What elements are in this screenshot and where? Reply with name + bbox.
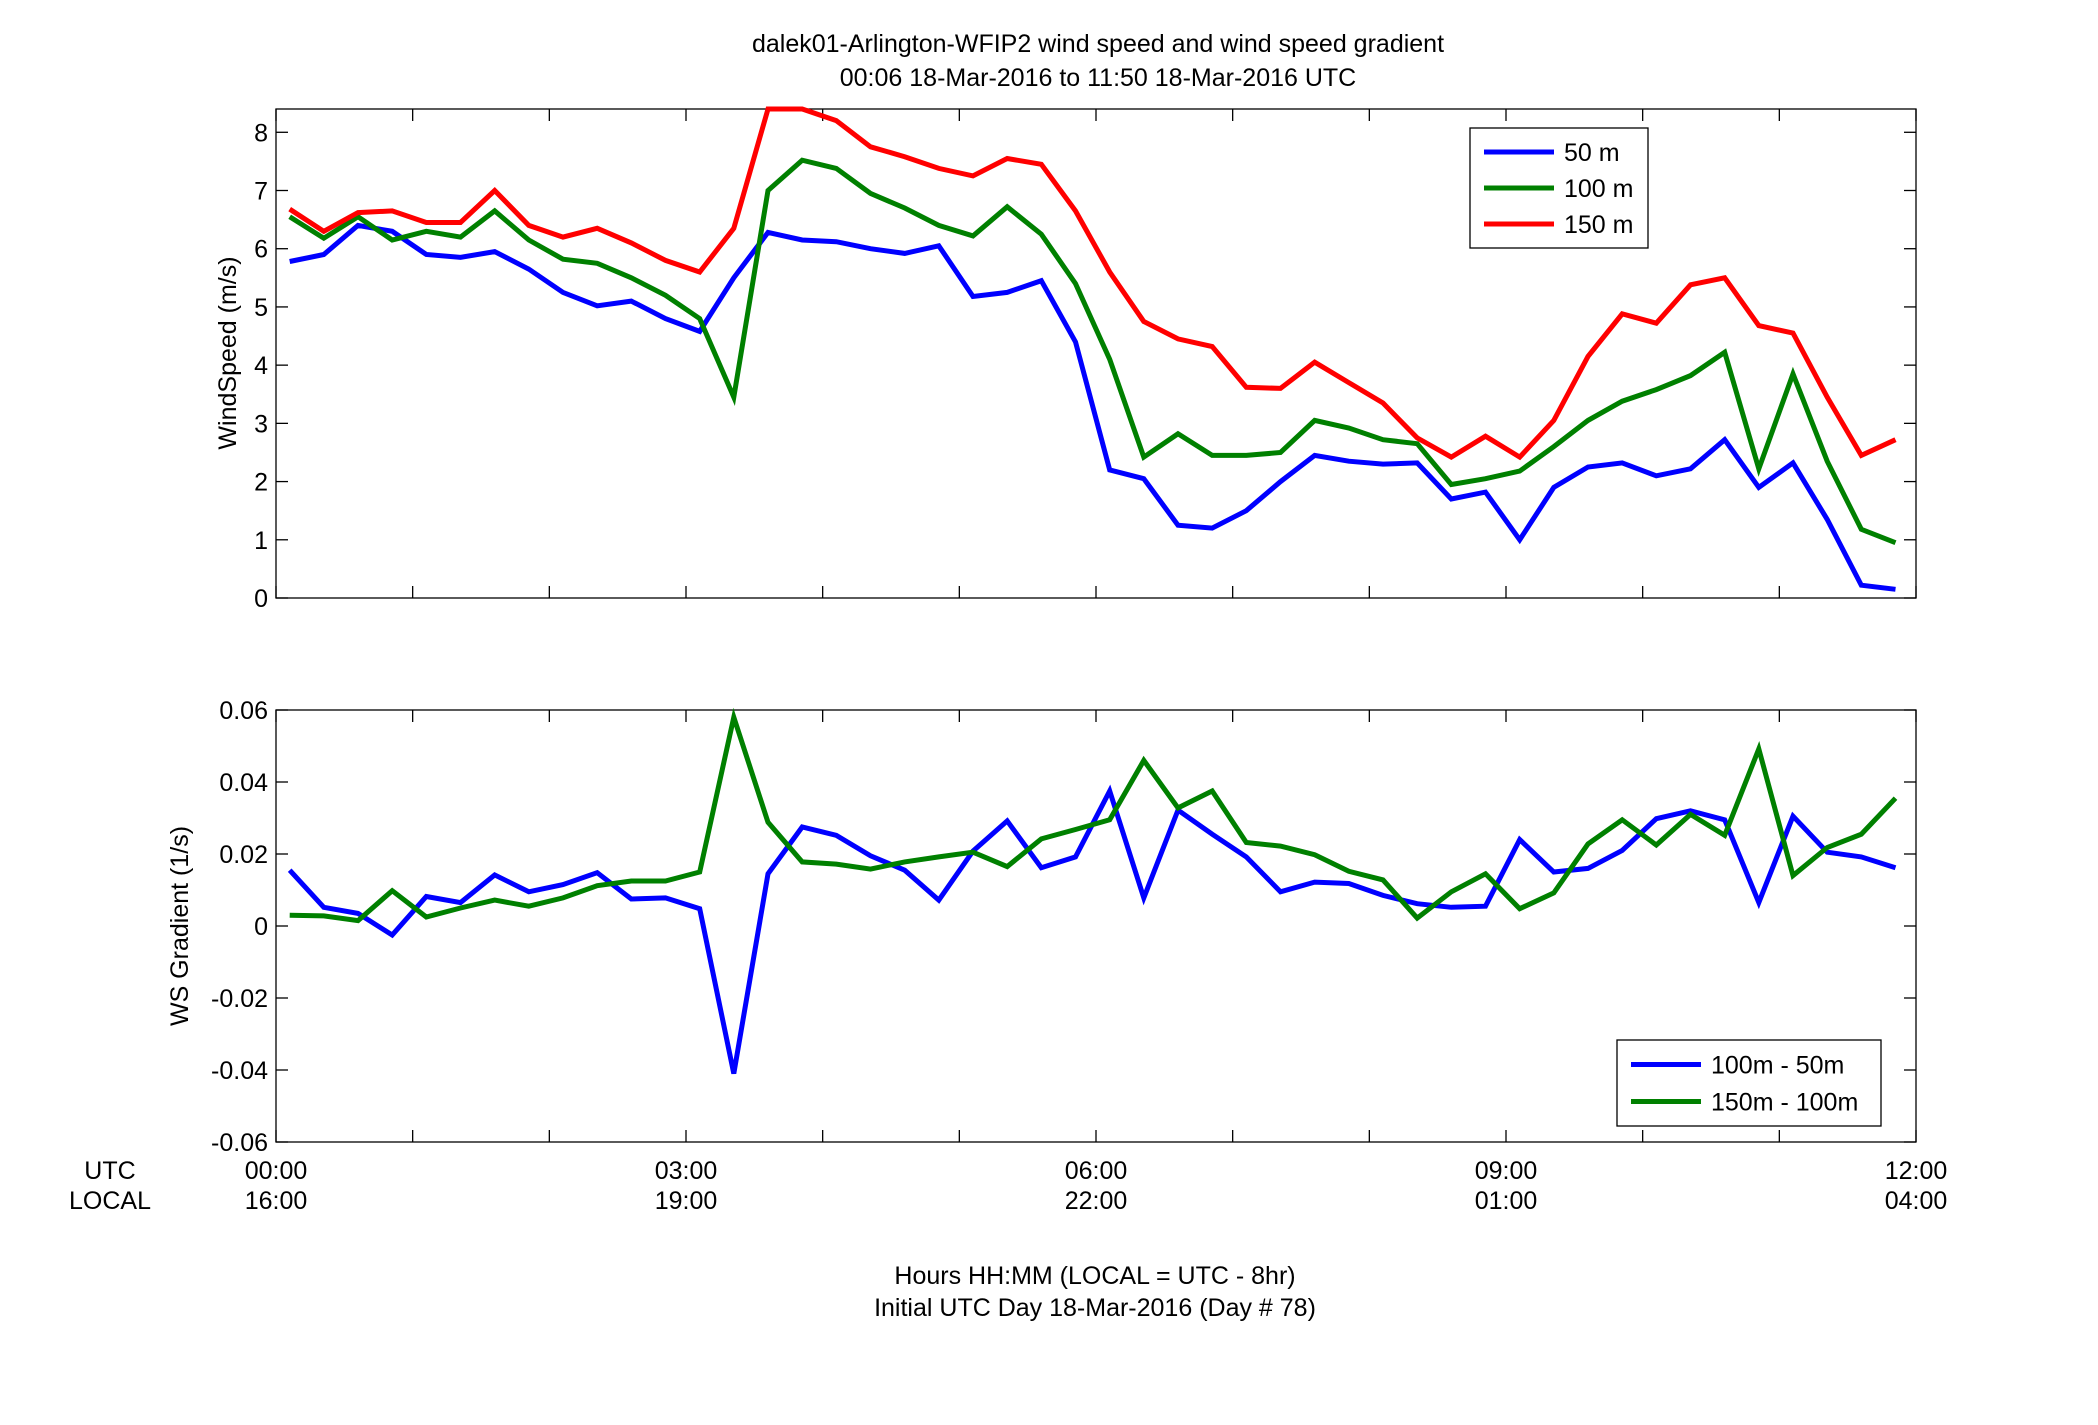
x-tick-label-local: 16:00 [245,1187,308,1215]
x-tick-label-utc: 03:00 [655,1157,718,1185]
series-line-100m [288,157,1897,546]
x-axis-label-line1: Hours HH:MM (LOCAL = UTC - 8hr) [894,1262,1295,1290]
x-tick-label-utc: 06:00 [1065,1157,1128,1185]
x-tick-label-local: 22:00 [1065,1187,1128,1215]
x-tick-label-local: 01:00 [1475,1187,1538,1215]
series-line-150m [288,106,1897,461]
y-tick-label: 0.02 [219,841,268,869]
y-tick-label: 1 [254,527,268,555]
gradient-legend: 100m - 50m 150m - 100m [1616,1039,1882,1127]
windspeed-y-axis-label: WindSpeed (m/s) [214,256,242,449]
gradient-y-axis-label: WS Gradient (1/s) [166,826,194,1026]
x-axis-label-line2: Initial UTC Day 18-Mar-2016 (Day # 78) [874,1294,1316,1322]
windspeed-panel: 0 1 2 3 4 5 6 7 8 WindSpeed (m/s) 50 m 100 m 150 m [214,106,1917,613]
y-tick-label: 0 [254,913,268,941]
legend-entry: 50 m [1564,139,1620,167]
y-tick-label: 5 [254,294,268,322]
x-row-label-local: LOCAL [69,1187,151,1215]
x-tick-label-utc: 00:00 [245,1157,308,1185]
windspeed-series-lines [288,106,1897,592]
y-tick-label: -0.04 [211,1057,268,1085]
windspeed-legend: 50 m 100 m 150 m [1469,127,1649,249]
legend-box [1616,1039,1882,1127]
windspeed-plot-frame [275,108,1917,599]
windspeed-axis-ticks: 0 1 2 3 4 5 6 7 8 [254,109,1917,613]
series-line-150m-100m [289,707,1898,924]
y-tick-label: 7 [254,178,268,206]
gradient-panel: -0.06 -0.04 -0.02 0 0.02 0.04 0.06 WS Gradient… [166,697,1917,1157]
legend-entry: 100m - 50m [1711,1052,1844,1080]
y-tick-label: 0.06 [219,697,268,725]
series-line-100m-50m [287,784,1897,1075]
x-tick-label-local: 19:00 [655,1187,718,1215]
x-row-label-utc: UTC [84,1157,135,1185]
y-tick-label: -0.02 [211,985,268,1013]
legend-entry: 150m - 100m [1711,1089,1858,1117]
legend-entry: 100 m [1564,175,1633,203]
x-tick-label-local: 04:00 [1885,1187,1948,1215]
y-tick-label: 2 [254,469,268,497]
legend-entry: 150 m [1564,211,1633,239]
y-tick-label: 8 [254,119,268,147]
x-tick-label-utc: 09:00 [1475,1157,1538,1185]
y-tick-label: 4 [254,352,268,380]
chart-title-line2: 00:06 18-Mar-2016 to 11:50 18-Mar-2016 U… [840,64,1356,92]
y-tick-label: 0.04 [219,769,268,797]
y-tick-label: 0 [254,585,268,613]
y-tick-label: 6 [254,236,268,264]
y-tick-label: 3 [254,410,268,438]
x-tick-label-utc: 12:00 [1885,1157,1948,1185]
gradient-axis-ticks: -0.06 -0.04 -0.02 0 0.02 0.04 0.06 [211,697,1917,1157]
gradient-series-lines [287,707,1898,1075]
y-tick-label: -0.06 [211,1129,268,1157]
chart-title-line1: dalek01-Arlington-WFIP2 wind speed and w… [752,30,1444,58]
series-line-50m [289,222,1896,592]
